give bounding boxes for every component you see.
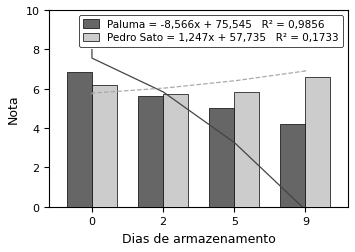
Bar <box>305 78 330 207</box>
Bar <box>67 73 92 207</box>
X-axis label: Dias de armazenamento: Dias de armazenamento <box>122 232 275 245</box>
Bar <box>92 85 117 207</box>
Bar <box>138 96 163 207</box>
Bar <box>234 92 259 207</box>
Bar <box>280 124 305 207</box>
Legend: Paluma = -8,566x + 75,545   R² = 0,9856, Pedro Sato = 1,247x + 57,735   R² = 0,1: Paluma = -8,566x + 75,545 R² = 0,9856, P… <box>79 16 343 47</box>
Y-axis label: Nota: Nota <box>7 94 20 124</box>
Bar <box>163 94 188 207</box>
Bar <box>209 109 234 207</box>
